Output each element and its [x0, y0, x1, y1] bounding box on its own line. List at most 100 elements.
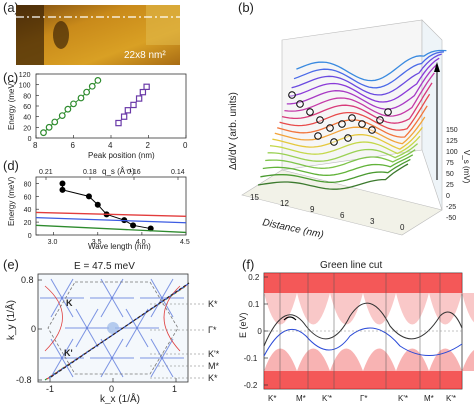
panel-b-spectrum-line: [291, 53, 442, 96]
panel-a-letter: (a): [3, 0, 19, 15]
panel-b-ztick-label: 150: [446, 127, 458, 134]
panel-c-letter: (c): [3, 70, 19, 85]
scale-label: 22x8 nm²: [124, 50, 166, 61]
panel-e-band-line: [125, 327, 138, 348]
panel-b-xtick-label: 6: [340, 211, 345, 220]
panel-e-band-line: [125, 308, 138, 329]
panel-b-xlabel: Distance (nm): [261, 217, 324, 241]
panel-e-ylabel: k_y (1/Å): [4, 300, 17, 340]
panel-f-ytick-label: -0.2: [244, 381, 258, 390]
panel-d-letter: (d): [3, 158, 19, 173]
panel-c-point: [77, 94, 85, 102]
panel-e-band-line: [61, 357, 74, 378]
panel-f-cone: [297, 348, 330, 371]
panel-e-cut-line: [50, 282, 190, 378]
panel-b-peak-marker: [344, 134, 352, 142]
panel-e-band-line: [150, 278, 163, 299]
panel-d-xtick-label: 3.5: [92, 239, 102, 246]
panel-f-title: Green line cut: [320, 260, 382, 271]
panel-f-cone: [429, 293, 462, 325]
panel-e-ytick-label: -0.8: [16, 375, 32, 385]
panel-c-xtick-label: 6: [71, 141, 76, 150]
panel-e-side-label: M*: [208, 361, 219, 371]
panel-d-toptick-label: 0.21: [39, 169, 53, 176]
panel-e-letter: (e): [3, 257, 19, 272]
panel-d-ytick-label: 20: [24, 220, 32, 227]
panel-c-point: [64, 105, 72, 113]
panel-e-band-line: [111, 297, 124, 318]
panel-c-ytick-label: 60: [23, 104, 31, 111]
panel-d-series-line: [61, 183, 151, 230]
panel-c-ytick-label: 120: [19, 72, 31, 79]
panel-e-xlabel: k_x (1/Å): [100, 392, 140, 404]
panel-e-band-line: [61, 278, 74, 299]
panel-c-point: [130, 101, 137, 109]
panel-f-cone: [396, 348, 429, 371]
panel-f-xtick-label: K'*: [446, 394, 456, 403]
panel-b-ztick-label: 50: [446, 171, 454, 178]
panel-b-peak-marker: [358, 120, 366, 128]
panel-d-series-line: [35, 216, 187, 224]
panel-c-point: [94, 76, 102, 84]
panel-e-band-line: [150, 338, 163, 359]
panel-c-ytick-label: 100: [19, 83, 31, 90]
panel-b-letter: (b): [238, 0, 254, 15]
panel-f-cone: [264, 348, 297, 371]
panel-c-point: [70, 100, 77, 108]
panel-b-ylabel: Δd/dV (arb. units): [228, 92, 239, 170]
panel-f-band: [264, 273, 462, 293]
panel-b-xtick-label: 0: [400, 223, 405, 232]
panel-f-xtick-label: M*: [296, 394, 306, 403]
panel-b-peak-marker: [326, 124, 334, 132]
panel-d-toptick-label: 0.18: [83, 169, 97, 176]
panel-f-xtick-label: K'*: [322, 394, 332, 403]
panel-c-point: [45, 123, 53, 131]
panel-c-ytick-label: 20: [23, 125, 31, 132]
panel-b-spectrum-line: [274, 116, 426, 145]
panel-d-point: [94, 201, 101, 208]
panel-f-ytick-label: 0.1: [248, 300, 260, 309]
panel-d-point: [59, 186, 66, 193]
panel-b-ztick-label: 75: [446, 160, 454, 167]
panel-b-spectrum-line: [257, 163, 409, 190]
panel-e-band-line: [100, 357, 113, 378]
panel-c-xtick-label: 2: [146, 141, 151, 150]
panel-e-red-arc: [163, 285, 181, 352]
panel-f-letter: (f): [242, 257, 255, 272]
panel-c-plot: Energy (meV) Peak position (nm) 8 6 4 2 0020…: [7, 72, 188, 160]
panel-e-brillouin-zone: [47, 281, 179, 375]
panel-f-band: [264, 371, 462, 389]
panel-b-peak-marker: [384, 108, 392, 116]
panel-b-waterfall: Δd/dV (arb. units) Distance (nm) V_s (mV…: [228, 19, 471, 241]
panel-d-series-line: [35, 224, 187, 234]
panel-d-plot: Energy (meV) Wave length (nm) q_s (Å⁻¹) …: [7, 167, 190, 251]
panel-b-spectrum-line: [267, 143, 419, 162]
panel-c-ytick-label: 80: [23, 93, 31, 100]
panel-b-spectrum-line: [265, 149, 416, 169]
panel-c-ylabel: Energy (meV): [7, 80, 16, 130]
panel-b-peak-marker: [316, 116, 324, 124]
panel-c-xtick-label: 0: [183, 141, 188, 150]
panel-d-point: [85, 193, 92, 200]
panel-e-xtick-label: 0: [109, 384, 114, 394]
panel-e-title: E = 47.5 meV: [74, 261, 135, 272]
panel-c-xtick-label: 4: [108, 141, 113, 150]
panel-d-ytick-label: 60: [24, 194, 32, 201]
panel-b-spectrum-line: [272, 126, 423, 150]
panel-d-xtick-label: 4.0: [136, 239, 146, 246]
panel-b-spectrum-line: [289, 57, 440, 103]
panel-e-band-line: [150, 357, 163, 378]
panel-c-point: [51, 118, 59, 126]
panel-b-spectrum-line: [269, 135, 421, 155]
panel-f-dispersion: [263, 327, 463, 357]
panel-e-band-line: [50, 357, 63, 378]
panel-e-band-line: [136, 327, 149, 348]
panel-d-ytick-label: 80: [24, 181, 32, 188]
panel-d-point: [130, 222, 137, 229]
panel-b-spectrum-line: [293, 51, 445, 89]
panel-b-ztick-label: -25: [446, 204, 456, 211]
panel-c-frame: [35, 73, 187, 139]
panel-f-ylabel: E (eV): [238, 312, 248, 338]
panel-f-ytick-label: 0: [257, 327, 262, 336]
panel-e-band-line: [100, 297, 113, 318]
